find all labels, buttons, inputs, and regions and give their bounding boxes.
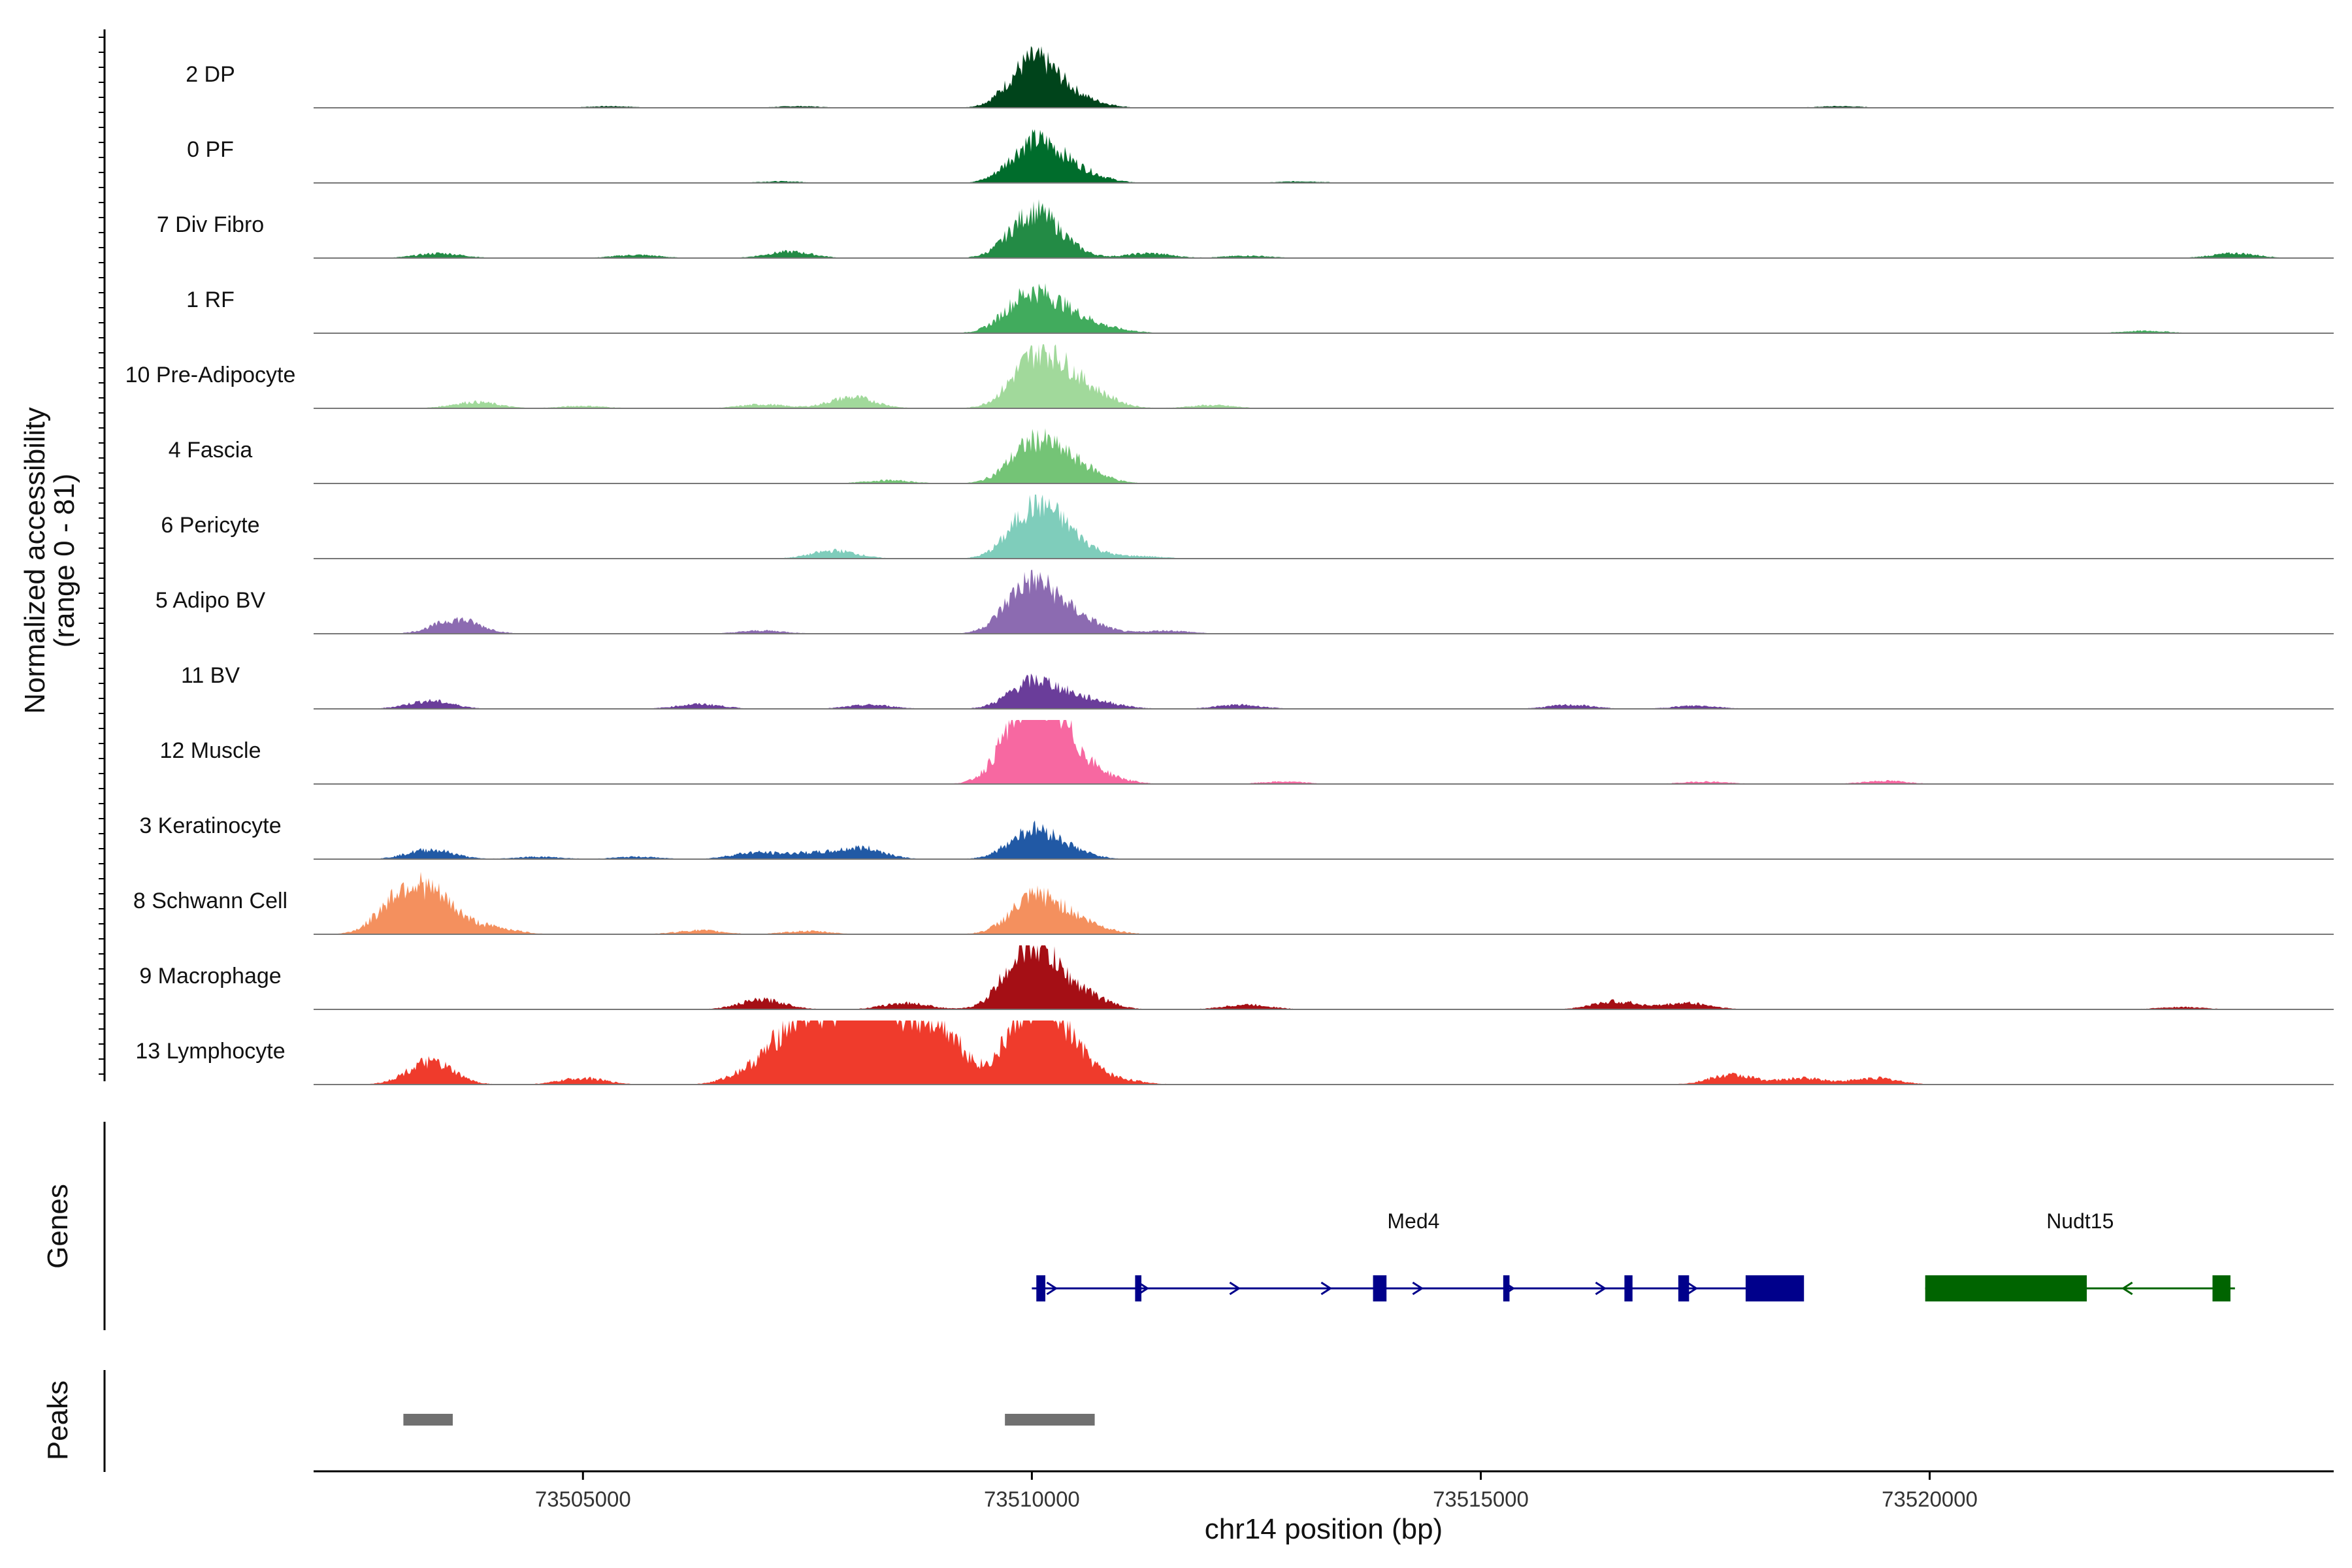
gene-name: Med4 [1387, 1209, 1439, 1233]
track-10-pre-adipocyte: 10 Pre-Adipocyte [125, 344, 2334, 409]
x-axis-title: chr14 position (bp) [1205, 1513, 1443, 1545]
track-0-pf: 0 PF [187, 129, 2334, 184]
coverage-area [314, 820, 2334, 859]
x-tick-label: 73505000 [535, 1487, 631, 1511]
peak-region-bar [403, 1414, 453, 1426]
gene-name: Nudt15 [2046, 1209, 2114, 1233]
genes-axis-title: Genes [42, 1184, 74, 1269]
coverage-area [314, 495, 2334, 559]
y-axis-title-line2: (range 0 - 81) [48, 474, 80, 648]
track-6-pericyte: 6 Pericyte [161, 495, 2334, 559]
strand-arrow [1412, 1281, 1424, 1296]
x-axis-ticks: 73505000 73510000 73515000 73520000 [535, 1471, 1978, 1511]
track-label: 7 Div Fibro [157, 212, 264, 237]
coverage-area [314, 570, 2334, 634]
track-label: 4 Fascia [169, 438, 253, 463]
strand-arrow [1595, 1281, 1607, 1296]
gene-exon [1503, 1275, 1510, 1301]
track-label: 2 DP [186, 62, 235, 87]
coverage-area [314, 46, 2334, 108]
track-label: 12 Muscle [160, 738, 261, 763]
track-label: 0 PF [187, 137, 234, 162]
strand-arrow [2121, 1281, 2133, 1296]
track-label: 10 Pre-Adipocyte [125, 363, 296, 387]
track-label: 8 Schwann Cell [133, 889, 287, 913]
gene-exon [1036, 1275, 1045, 1301]
coverage-area [314, 1021, 2334, 1085]
coverage-area [314, 344, 2334, 408]
x-tick-label: 73515000 [1433, 1487, 1529, 1511]
track-label: 6 Pericyte [161, 513, 259, 538]
y-axis-title-line1: Normalized accessibility [19, 407, 51, 713]
track-4-fascia: 4 Fascia [169, 428, 2334, 484]
coverage-area [314, 199, 2334, 258]
peak-regions [403, 1414, 1095, 1426]
track-2-dp: 2 DP [186, 46, 2334, 108]
coverage-area [314, 673, 2334, 709]
track-1-rf: 1 RF [186, 283, 2334, 334]
coverage-area [314, 945, 2334, 1009]
x-tick-label: 73520000 [1882, 1487, 1978, 1511]
gene-med4: Med4 [1032, 1209, 1805, 1301]
gene-models: Med4 Nudt15 [1032, 1209, 2235, 1301]
track-label: 11 BV [181, 663, 240, 688]
coverage-area [314, 872, 2334, 934]
track-label: 5 Adipo BV [155, 588, 266, 613]
track-7-div-fibro: 7 Div Fibro [157, 199, 2334, 259]
track-label: 3 Keratinocyte [139, 813, 281, 838]
coverage-area [314, 283, 2334, 333]
peak-region-bar [1005, 1414, 1095, 1426]
track-label: 1 RF [186, 287, 235, 312]
gene-exon [1678, 1275, 1690, 1301]
strand-arrow [1320, 1281, 1333, 1296]
coverage-area [314, 129, 2334, 183]
track-11-bv: 11 BV [181, 663, 2334, 710]
coverage-area [314, 428, 2334, 483]
gene-nudt15: Nudt15 [1925, 1209, 2235, 1301]
gene-exon [1745, 1275, 1805, 1301]
gene-exon [1373, 1275, 1387, 1301]
gene-exon [2212, 1275, 2230, 1301]
peaks-axis-title: Peaks [42, 1380, 74, 1460]
track-label: 9 Macrophage [139, 964, 281, 988]
gene-exon [1135, 1275, 1142, 1301]
track-3-keratinocyte: 3 Keratinocyte [139, 813, 2334, 860]
strand-arrow [1229, 1281, 1241, 1296]
track-13-lymphocyte: 13 Lymphocyte [135, 1021, 2334, 1085]
strand-arrow [1046, 1281, 1058, 1296]
track-9-macrophage: 9 Macrophage [139, 945, 2334, 1010]
coverage-area [314, 720, 2334, 784]
strand-arrow [1686, 1281, 1699, 1296]
track-5-adipo-bv: 5 Adipo BV [155, 570, 2334, 634]
gene-exon [1624, 1275, 1633, 1301]
track-12-muscle: 12 Muscle [160, 720, 2334, 785]
coverage-y-axis [99, 29, 106, 1081]
strand-arrow [1137, 1281, 1150, 1296]
track-label: 13 Lymphocyte [135, 1039, 285, 1064]
coverage-tracks: 2 DP 0 PF 7 Div Fibro 1 RF 10 Pre-Adipocyte 4… [125, 46, 2334, 1085]
track-8-schwann-cell: 8 Schwann Cell [133, 872, 2334, 935]
gene-exon [1925, 1275, 2087, 1301]
x-tick-label: 73510000 [984, 1487, 1080, 1511]
